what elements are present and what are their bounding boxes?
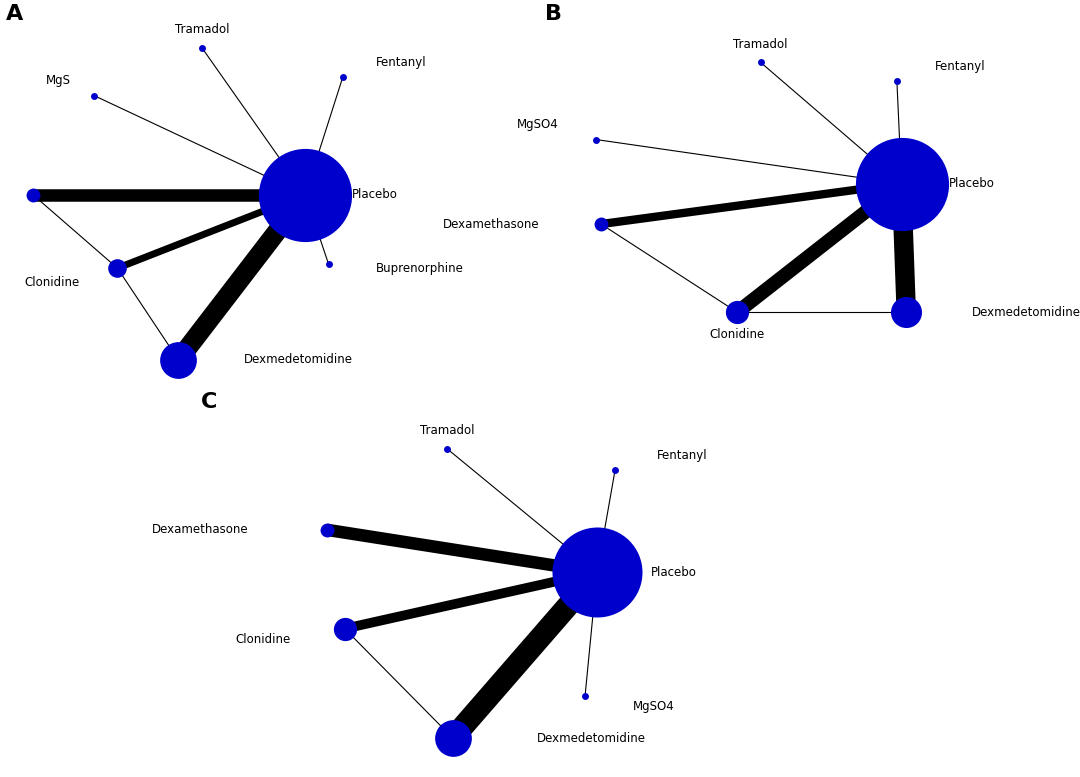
Point (336, 622, 353, 635)
Text: Fentanyl: Fentanyl (376, 56, 427, 69)
Point (589, 566, 606, 578)
Text: B: B (545, 4, 563, 24)
Text: Placebo: Placebo (651, 566, 697, 579)
Point (888, 75, 905, 87)
Text: MgSO4: MgSO4 (633, 700, 675, 713)
Point (444, 732, 461, 744)
Text: Tramadol: Tramadol (420, 424, 474, 437)
Text: Placebo: Placebo (352, 188, 399, 201)
Point (24, 189, 41, 201)
Point (318, 524, 335, 536)
Text: Dexamethasone: Dexamethasone (152, 523, 248, 536)
Point (170, 354, 187, 366)
Text: Placebo: Placebo (948, 177, 995, 190)
Text: Dexmedetomidine: Dexmedetomidine (537, 732, 646, 744)
Point (588, 134, 605, 146)
Point (897, 306, 915, 319)
Point (193, 41, 211, 54)
Point (334, 71, 351, 83)
Text: MgS: MgS (45, 75, 70, 87)
Text: Fentanyl: Fentanyl (934, 60, 985, 72)
Text: Dexmedetomidine: Dexmedetomidine (972, 305, 1080, 319)
Point (607, 464, 624, 476)
Text: Tramadol: Tramadol (175, 23, 229, 36)
Text: Fentanyl: Fentanyl (658, 449, 707, 462)
Point (109, 262, 126, 274)
Point (297, 189, 314, 201)
Point (593, 218, 610, 230)
Text: C: C (201, 392, 218, 413)
Text: Tramadol: Tramadol (733, 37, 788, 51)
Point (438, 442, 456, 455)
Text: Dexamethasone: Dexamethasone (444, 218, 540, 231)
Text: Buprenorphine: Buprenorphine (376, 262, 463, 274)
Text: A: A (5, 4, 23, 24)
Text: Clonidine: Clonidine (235, 632, 291, 646)
Point (893, 177, 910, 190)
Text: MgSO4: MgSO4 (517, 118, 558, 131)
Point (577, 689, 594, 702)
Point (320, 258, 337, 270)
Text: Dexmedetomidine: Dexmedetomidine (244, 354, 353, 367)
Point (729, 306, 746, 319)
Point (752, 56, 769, 68)
Text: Clonidine: Clonidine (710, 328, 765, 341)
Text: Clonidine: Clonidine (25, 277, 80, 289)
Point (85, 89, 103, 102)
